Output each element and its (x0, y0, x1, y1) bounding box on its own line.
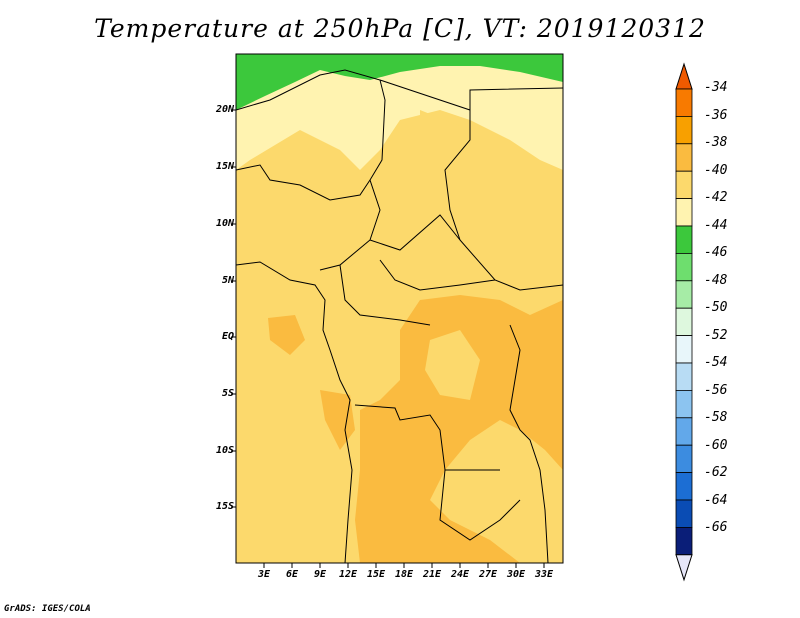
colorbar (675, 62, 693, 582)
border-5 (236, 164, 371, 201)
east-lakes-line (509, 324, 549, 563)
lat-label: 20N (215, 104, 234, 115)
colorbar-segment (675, 307, 693, 337)
border-6 (379, 259, 496, 291)
lat-label: 10S (215, 445, 234, 456)
colorbar-label: -40 (704, 163, 728, 178)
colorbar-segment (675, 527, 693, 556)
borders (236, 69, 563, 563)
lon-label: 21E (422, 569, 442, 580)
west-coastline (236, 261, 353, 563)
lat-label: 5S (221, 388, 234, 399)
colorbar-segment (675, 225, 693, 254)
grads-credit: GrADS: IGES/COLA (4, 604, 91, 614)
colorbar-label: -62 (704, 465, 728, 480)
lon-label: 3E (257, 569, 271, 580)
colorbar-segment (675, 335, 693, 364)
colorbar-label: -50 (704, 300, 728, 315)
colorbar-segment (675, 170, 693, 199)
field-orange-central (355, 295, 563, 563)
colorbar-segment (675, 88, 693, 117)
colorbar-segment (675, 444, 693, 474)
lon-label: 30E (506, 569, 526, 580)
axis-ticks (231, 109, 545, 568)
colorbar-segment (675, 143, 693, 172)
colorbar-label: -36 (704, 108, 728, 123)
colorbar-segment (675, 499, 693, 528)
colorbar-label: -56 (704, 383, 728, 398)
colorbar-segment (675, 472, 693, 501)
colorbar-top-arrow (675, 62, 693, 90)
colorbar-segment (675, 116, 693, 145)
colorbar-label: -58 (704, 410, 728, 425)
lon-label: 15E (366, 569, 386, 580)
lon-label: 24E (450, 569, 470, 580)
colorbar-label: -64 (704, 493, 728, 508)
border-3 (444, 110, 563, 291)
lat-label: 10N (215, 218, 234, 229)
lat-label: EQ (221, 331, 234, 342)
lon-label: 18E (394, 569, 414, 580)
lat-label: 15S (215, 501, 234, 512)
colorbar-label: -34 (704, 80, 728, 95)
colorbar-label: -44 (704, 218, 728, 233)
lon-label: 12E (338, 569, 358, 580)
border-1 (236, 69, 386, 271)
border-7 (339, 264, 431, 326)
map-frame (235, 53, 564, 564)
colorbar-label: -54 (704, 355, 728, 370)
lon-label: 9E (313, 569, 327, 580)
field-orange-west (268, 315, 305, 355)
lon-label: 27E (478, 569, 498, 580)
lat-label: 5N (221, 275, 234, 286)
colorbar-segment (675, 280, 693, 309)
colorbar-label: -48 (704, 273, 728, 288)
colorbar-label: -38 (704, 135, 728, 150)
temperature-field (236, 54, 563, 563)
field-yellow-patch (425, 330, 480, 400)
border-2 (379, 79, 563, 111)
border-9 (439, 469, 521, 541)
lon-label: 33E (534, 569, 554, 580)
colorbar-label: -60 (704, 438, 728, 453)
field-green-band (236, 54, 563, 110)
border-4 (369, 214, 461, 251)
field-light-north (236, 54, 563, 170)
colorbar-label: -46 (704, 245, 728, 260)
plot-title: Temperature at 250hPa [C], VT: 201912031… (94, 14, 706, 43)
lon-label: 6E (285, 569, 299, 580)
colorbar-label: -52 (704, 328, 728, 343)
lat-label: 15N (215, 161, 234, 172)
field-mid-north (420, 110, 520, 200)
colorbar-segment (675, 362, 693, 391)
colorbar-segment (675, 389, 693, 419)
colorbar-bottom-arrow (675, 554, 693, 582)
colorbar-segment (675, 252, 693, 282)
colorbar-segment (675, 198, 693, 227)
colorbar-segment (675, 417, 693, 446)
field-yellow-south (450, 470, 500, 525)
colorbar-label: -66 (704, 520, 728, 535)
colorbar-label: -42 (704, 190, 728, 205)
